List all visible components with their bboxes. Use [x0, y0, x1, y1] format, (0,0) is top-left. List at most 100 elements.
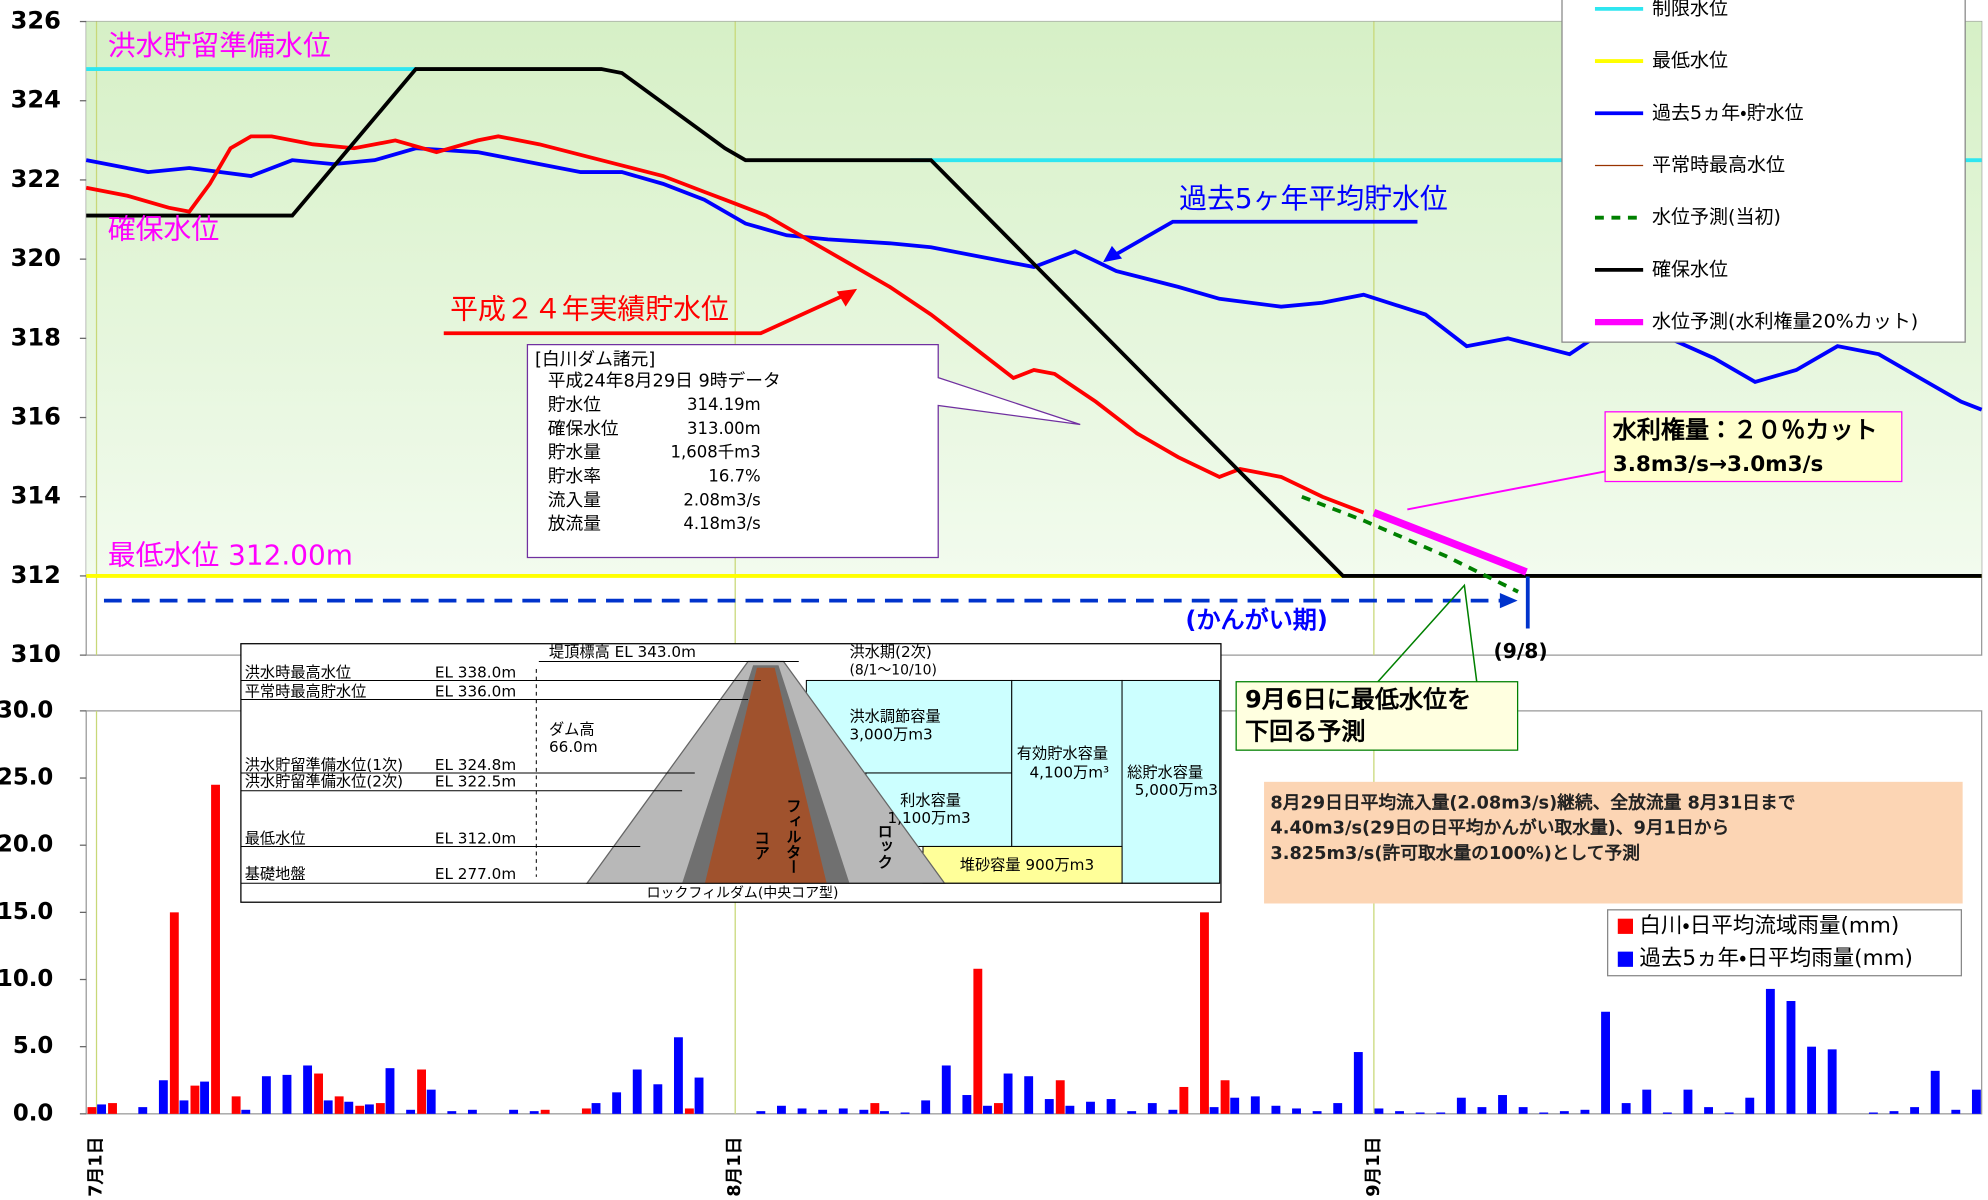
info-key: 貯水量 — [548, 442, 601, 463]
filter-label: フィルター — [784, 798, 802, 874]
annotation: 洪水貯留準備水位 — [108, 29, 331, 62]
bar — [97, 1104, 106, 1114]
bar — [1106, 1099, 1116, 1114]
level-el: EL 322.5m — [435, 772, 516, 790]
info-key: 流入量 — [548, 490, 601, 511]
level-el: EL 324.8m — [435, 756, 516, 774]
note-box — [1264, 781, 1963, 904]
rock-label: ロック — [875, 824, 893, 870]
dam-core — [704, 667, 827, 884]
bar — [1889, 1111, 1899, 1114]
bar — [612, 1092, 622, 1114]
series-line — [85, 134, 1365, 515]
legend-label: 白川・日平均流域雨量(mm) — [1639, 913, 1899, 938]
bar — [529, 1111, 539, 1114]
bar — [673, 1037, 683, 1114]
bar — [1436, 1112, 1446, 1114]
core-label: コア — [752, 830, 770, 861]
bar — [941, 1065, 951, 1114]
legend-label: 水位予測(水利権量20%カット) — [1652, 311, 1918, 333]
info-value: 314.19m — [687, 395, 761, 414]
bar — [540, 1109, 550, 1114]
bar — [334, 1096, 344, 1114]
y-tick-label: 318 — [11, 323, 61, 351]
bar — [467, 1109, 477, 1114]
bar — [200, 1081, 210, 1114]
bar — [417, 1069, 426, 1114]
callout-text: 9月6日に最低水位を — [1245, 686, 1471, 714]
info-value: 4.18m3/s — [683, 514, 760, 533]
capacity: 5,000万m3 — [1135, 781, 1218, 799]
legend-label: 最低水位 — [1652, 50, 1728, 72]
bar — [323, 1100, 333, 1114]
level-el: EL 338.0m — [435, 663, 516, 681]
bar — [231, 1096, 241, 1114]
y-tick-label: 312 — [11, 561, 61, 589]
bar — [108, 1103, 117, 1114]
capacity: 洪水調節容量 — [849, 708, 940, 726]
callout-text: 3.8m3/s→3.0m3/s — [1613, 452, 1824, 477]
bar — [1179, 1086, 1189, 1114]
red-pointer — [443, 292, 848, 336]
upper-decorations — [103, 219, 1963, 904]
bar — [1745, 1097, 1755, 1114]
bar — [211, 784, 220, 1114]
annotation: (9/8) — [1494, 639, 1548, 663]
legend-box — [1561, 0, 1966, 343]
info-value: 2.08m3/s — [683, 490, 760, 509]
bar — [1209, 1107, 1219, 1114]
y-tick-label: 15.0 — [0, 899, 53, 925]
bar — [303, 1065, 313, 1114]
bar — [1642, 1089, 1652, 1114]
info-value: 1,608千m3 — [671, 443, 761, 462]
info-box — [526, 344, 1081, 559]
info-date: 平成24年8月29日 9時データ — [548, 370, 781, 391]
bar — [261, 1076, 271, 1114]
bar — [870, 1103, 880, 1114]
bar — [1415, 1112, 1425, 1114]
bar — [1127, 1111, 1137, 1114]
legend-label: 平常時最高水位 — [1652, 154, 1785, 176]
bar — [1559, 1111, 1569, 1114]
bar — [1539, 1112, 1549, 1114]
level-el: EL 312.0m — [435, 829, 516, 847]
level-name: 基礎地盤 — [245, 865, 306, 883]
bar — [1333, 1103, 1343, 1114]
bar — [1807, 1046, 1817, 1114]
bar — [921, 1100, 931, 1114]
y-tick-label: 310 — [11, 640, 61, 668]
bar — [797, 1108, 807, 1114]
info-key: 確保水位 — [548, 418, 619, 439]
dam-diagram — [240, 643, 1222, 903]
bar — [1910, 1107, 1920, 1114]
arrow-head — [1499, 593, 1518, 609]
bar — [385, 1068, 395, 1114]
bar — [1374, 1108, 1384, 1114]
annotation: 最低水位 312.00m — [108, 538, 353, 571]
bar — [426, 1089, 436, 1114]
legend-label: 水位予測(当初) — [1652, 206, 1781, 228]
level-name: 洪水時最高水位 — [245, 663, 351, 681]
bar — [1044, 1099, 1054, 1114]
bar — [241, 1109, 251, 1114]
grid — [79, 20, 1375, 1115]
bar — [1395, 1111, 1404, 1114]
series-label: 平成２４年実績貯水位 — [450, 292, 729, 325]
bar — [1312, 1111, 1322, 1114]
bar — [1086, 1101, 1095, 1114]
info-value: 16.7% — [708, 466, 760, 485]
info-value: 313.00m — [687, 419, 761, 438]
legend-label: 制限水位 — [1652, 0, 1728, 19]
bar — [1951, 1109, 1961, 1114]
bar — [1704, 1107, 1714, 1114]
bar — [994, 1103, 1003, 1114]
bar — [1024, 1076, 1034, 1114]
note-text: 3.825m3/s(許可取水量の100%)として予測 — [1270, 842, 1640, 864]
info-key: 貯水率 — [548, 466, 601, 487]
crest: 堤頂標高 EL 343.0m — [549, 643, 696, 661]
level-el: EL 277.0m — [435, 865, 516, 883]
capacity: 利水容量 — [900, 791, 961, 809]
bar — [1220, 1080, 1230, 1114]
level-name: 平常時最高貯水位 — [245, 682, 367, 700]
bar — [1230, 1097, 1240, 1114]
